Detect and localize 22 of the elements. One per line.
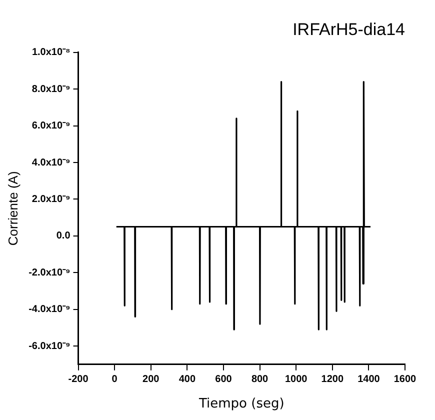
x-tick-label: 1400: [358, 374, 380, 386]
x-tick-label: 800: [251, 374, 269, 386]
x-tick-label: 200: [142, 374, 160, 386]
x-tick-label: -200: [68, 374, 89, 386]
y-tick-label: -6.0x10⁻⁹: [28, 340, 71, 352]
x-tick-label: 1200: [321, 374, 344, 386]
x-tick-label: 400: [178, 374, 196, 386]
x-tick-label: 0: [112, 374, 118, 386]
x-tick-label: 600: [215, 374, 232, 386]
y-tick-label: 6.0x10⁻⁹: [32, 120, 71, 132]
y-tick-label: 8.0x10⁻⁹: [32, 84, 71, 95]
y-tick-label: -2.0x10⁻⁹: [28, 267, 71, 278]
x-tick-label: 1600: [394, 374, 417, 386]
x-tick-label: 1000: [284, 374, 308, 386]
y-tick-label: 4.0x10⁻⁹: [32, 157, 71, 168]
y-tick-label: 1.0x10⁻⁸: [32, 47, 71, 58]
y-tick-label: 2.0x10⁻⁹: [32, 194, 71, 205]
y-tick-label: 0.0: [56, 230, 71, 242]
y-tick-label: -4.0x10⁻⁹: [28, 304, 71, 316]
chart-title: IRFArH5-dia14: [292, 20, 405, 39]
y-axis-title: Corriente (A): [5, 171, 20, 246]
x-axis-title: Tiempo (seg): [198, 396, 284, 412]
